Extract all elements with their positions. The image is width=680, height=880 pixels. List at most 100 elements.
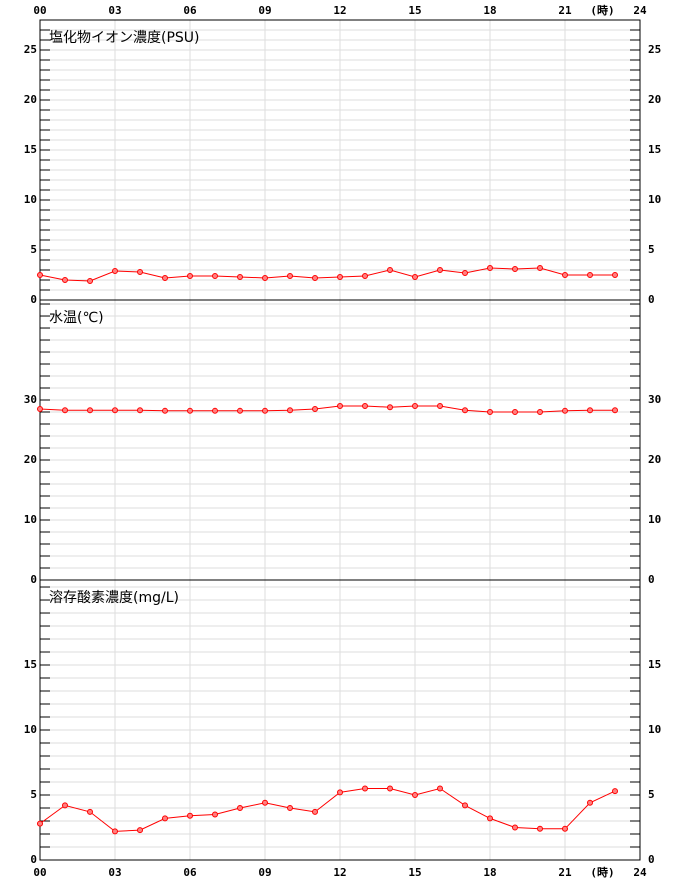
y2-tick-label: 20 bbox=[648, 453, 661, 466]
data-point bbox=[112, 268, 118, 274]
x-tick-label: 03 bbox=[108, 4, 121, 17]
data-point bbox=[187, 407, 193, 414]
data-point bbox=[612, 272, 618, 278]
data-point bbox=[337, 403, 343, 410]
data-point bbox=[37, 272, 43, 278]
data-line bbox=[39, 267, 615, 282]
x-tick-label: 24 bbox=[633, 866, 647, 879]
x-tick-label: 06 bbox=[183, 4, 197, 17]
y-tick-label: 30 bbox=[24, 393, 37, 406]
x-tick-label: 21 bbox=[558, 866, 572, 879]
data-point bbox=[237, 805, 243, 812]
data-point bbox=[262, 407, 268, 414]
data-point bbox=[37, 820, 43, 827]
data-point bbox=[187, 273, 193, 279]
x-tick-label: 15 bbox=[408, 4, 421, 17]
data-point bbox=[537, 265, 543, 271]
y2-tick-label: 10 bbox=[648, 193, 661, 206]
data-point bbox=[87, 278, 93, 284]
data-point bbox=[462, 270, 468, 276]
data-point bbox=[287, 273, 293, 279]
x-tick-label: 09 bbox=[258, 4, 271, 17]
data-point bbox=[312, 808, 318, 815]
data-point bbox=[437, 403, 443, 410]
data-point bbox=[412, 274, 418, 280]
y2-tick-label: 15 bbox=[648, 658, 661, 671]
y2-tick-label: 5 bbox=[648, 788, 655, 801]
y-tick-label: 20 bbox=[24, 453, 37, 466]
data-point bbox=[162, 815, 168, 822]
data-point bbox=[162, 275, 168, 281]
data-point bbox=[112, 828, 118, 835]
y-tick-label: 15 bbox=[24, 658, 37, 671]
y2-tick-label: 20 bbox=[648, 93, 661, 106]
data-point bbox=[312, 275, 318, 281]
data-point bbox=[212, 811, 218, 818]
y-tick-label: 0 bbox=[30, 853, 37, 866]
y2-tick-label: 10 bbox=[648, 513, 661, 526]
data-point bbox=[187, 812, 193, 819]
y-tick-label: 10 bbox=[24, 193, 37, 206]
y-tick-label: 20 bbox=[24, 93, 37, 106]
data-point bbox=[387, 785, 393, 792]
x-unit: (時) bbox=[590, 865, 614, 879]
x-tick-label: 21 bbox=[558, 4, 572, 17]
x-tick-label: 12 bbox=[333, 866, 346, 879]
y-tick-label: 25 bbox=[24, 43, 37, 56]
y-tick-label: 15 bbox=[24, 143, 37, 156]
data-point bbox=[262, 275, 268, 281]
y-tick-label: 10 bbox=[24, 723, 37, 736]
data-point bbox=[37, 406, 43, 413]
data-point bbox=[562, 272, 568, 278]
data-point bbox=[387, 267, 393, 273]
data-point bbox=[87, 808, 93, 815]
y-tick-label: 0 bbox=[30, 573, 37, 586]
data-point bbox=[562, 825, 568, 832]
y2-tick-label: 5 bbox=[648, 243, 655, 256]
x-tick-label: 06 bbox=[183, 866, 197, 879]
y2-tick-label: 10 bbox=[648, 723, 661, 736]
x-tick-label: 00 bbox=[33, 4, 46, 17]
data-point bbox=[137, 407, 143, 414]
x-unit: (時) bbox=[590, 3, 614, 17]
y2-tick-label: 0 bbox=[648, 853, 655, 866]
y2-tick-label: 0 bbox=[648, 573, 655, 586]
data-point bbox=[462, 407, 468, 414]
data-line bbox=[39, 405, 615, 413]
panel-title: 塩化物イオン濃度(PSU) bbox=[49, 30, 200, 46]
data-point bbox=[337, 789, 343, 796]
x-tick-label: 15 bbox=[408, 866, 421, 879]
data-point bbox=[262, 799, 268, 806]
data-point bbox=[137, 827, 143, 834]
x-tick-label: 18 bbox=[483, 866, 496, 879]
data-point bbox=[412, 792, 418, 799]
panel-title: 水温(℃) bbox=[49, 310, 104, 326]
data-point bbox=[112, 407, 118, 414]
data-point bbox=[437, 785, 443, 792]
data-point bbox=[312, 406, 318, 413]
data-point bbox=[287, 805, 293, 812]
data-point bbox=[212, 407, 218, 414]
data-point bbox=[362, 403, 368, 410]
x-tick-label: 12 bbox=[333, 4, 346, 17]
x-tick-label: 09 bbox=[258, 866, 271, 879]
data-point bbox=[62, 802, 68, 809]
x-tick-label: 18 bbox=[483, 4, 496, 17]
data-point bbox=[362, 273, 368, 279]
data-point bbox=[512, 409, 518, 416]
data-point bbox=[87, 407, 93, 414]
y-tick-label: 5 bbox=[30, 788, 37, 801]
x-tick-label: 24 bbox=[633, 4, 647, 17]
data-point bbox=[587, 272, 593, 278]
data-point bbox=[412, 403, 418, 410]
data-point bbox=[587, 407, 593, 414]
data-point bbox=[437, 267, 443, 273]
data-point bbox=[337, 274, 343, 280]
y-tick-label: 5 bbox=[30, 243, 37, 256]
data-line bbox=[39, 787, 616, 832]
data-point bbox=[62, 407, 68, 414]
data-point bbox=[487, 265, 493, 271]
y-tick-label: 0 bbox=[30, 293, 37, 306]
data-point bbox=[362, 785, 368, 792]
